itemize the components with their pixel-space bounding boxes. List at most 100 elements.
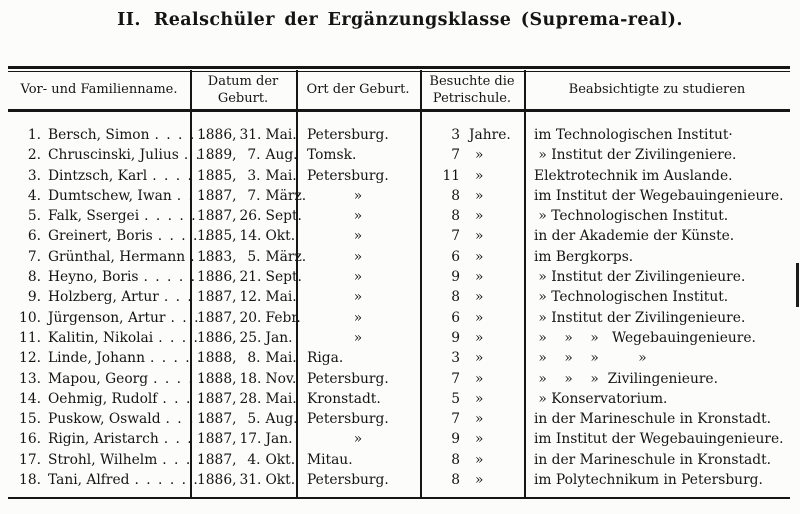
table-row: 14. Oehmig, Rudolf. . . . 1887, 28. Mai. Kr… <box>8 389 790 409</box>
birth-date-cell: 1885, 3. Mai. <box>190 166 297 186</box>
school-years-unit: » <box>475 472 484 489</box>
title-text: Realschüler der Ergänzungsklasse (Suprem… <box>153 10 683 30</box>
table-row: 9. Holzberg, Artur. . . 1887, 12. Mai. » 8»… <box>8 287 790 307</box>
birth-date-cell: 1887, 28. Mai. <box>190 389 297 409</box>
birth-day: 7. <box>247 147 261 164</box>
student-name: Dumtschew, Iwan <box>48 187 172 204</box>
table-row: 2. Chruscinski, Julius. . . 1889, 7. Aug. T… <box>8 145 790 165</box>
leader-dots: . . . . . <box>154 127 208 143</box>
birth-place: Petersburg. <box>307 472 389 489</box>
leader-dots: . . . . . <box>144 208 198 225</box>
school-years: 5 <box>451 390 460 407</box>
study-plan: Elektrotechnik im Auslande. <box>534 167 733 184</box>
study-plan: » Institut der Zivilingeniere. <box>534 147 737 164</box>
name-cell: 16. Rigin, Aristarch. . . . <box>8 429 203 449</box>
table-row: 5. Falk, Ssergei. . . . . 1887, 26. Sept. »… <box>8 206 790 226</box>
leader-dots: . . . . <box>165 411 207 428</box>
birth-date-cell: 1887, 20. Febr. <box>190 308 301 328</box>
study-plan: » » » Wegebauingenieure. <box>534 329 756 346</box>
table-bottom-rule <box>8 497 790 500</box>
leader-dots: . . . <box>163 289 194 306</box>
birth-month: Aug. <box>265 147 298 164</box>
name-cell: 9. Holzberg, Artur. . . <box>8 287 194 307</box>
birth-day: 5. <box>247 411 261 428</box>
leader-dots: . . . . <box>162 390 204 407</box>
school-years-cell: 8» <box>420 186 524 206</box>
student-name: Grünthal, Hermann <box>48 248 186 265</box>
school-years-cell: 3» <box>420 348 524 368</box>
birth-year: 1888, <box>197 350 237 367</box>
column-divider <box>420 70 422 499</box>
birth-day: 21. <box>239 269 262 286</box>
birth-place: » <box>353 208 363 225</box>
column-divider <box>524 70 526 499</box>
table-row: 17. Strohl, Wilhelm. . . . 1887, 4. Okt. Mi… <box>8 450 790 470</box>
birth-date-cell: 1885, 14. Okt. <box>190 226 296 246</box>
name-cell: 14. Oehmig, Rudolf. . . . <box>8 389 202 409</box>
birth-year: 1886, <box>197 127 237 143</box>
birth-date-cell: 1887, 26. Sept. <box>190 206 302 226</box>
col-header-study: Beabsichtigte zu studieren <box>568 82 746 98</box>
school-years: 7 <box>451 411 460 428</box>
row-number: 17. <box>19 451 41 468</box>
name-cell: 12. Linde, Johann. . . . . <box>8 348 201 368</box>
birth-month: Okt. <box>265 451 296 468</box>
school-years-unit: » <box>475 370 484 387</box>
birth-day: 5. <box>247 248 261 265</box>
birth-date-cell: 1886, 31. Okt. <box>190 470 296 490</box>
school-years: 9 <box>451 431 460 448</box>
table-row: 11. Kalitin, Nikolai. . . . 1886, 25. Jan. … <box>8 328 790 348</box>
birth-year: 1885, <box>197 167 237 184</box>
birth-month: Mai. <box>265 167 297 184</box>
school-years-cell: 7» <box>420 409 524 429</box>
birth-year: 1887, <box>197 451 237 468</box>
name-cell: 10. Jürgenson, Artur. . . <box>8 308 198 328</box>
birth-month: Okt. <box>265 472 296 489</box>
row-number: 11. <box>19 329 41 346</box>
birth-year: 1887, <box>197 187 237 204</box>
table-row: 6. Greinert, Boris. . . . . 1885, 14. Okt. … <box>8 226 790 246</box>
birth-place: Petersburg. <box>307 370 389 387</box>
school-years: 7 <box>451 370 460 387</box>
study-plan: im Institut der Wegebauingenieure. <box>534 187 784 204</box>
name-cell: 17. Strohl, Wilhelm. . . . <box>8 450 202 470</box>
name-cell: 7. Grünthal, Hermann. . <box>8 247 206 267</box>
birth-month: Mai. <box>265 289 297 306</box>
school-years: 7 <box>451 147 460 164</box>
birth-month: Okt. <box>265 228 296 245</box>
study-plan: » Institut der Zivilingenieure. <box>534 309 746 326</box>
student-name: Kalitin, Nikolai <box>48 329 154 346</box>
birth-place: Riga. <box>307 350 344 367</box>
birth-date-cell: 1887, 17. Jan. <box>190 429 296 449</box>
birth-year: 1886, <box>197 472 237 489</box>
row-number: 9. <box>27 289 41 306</box>
school-years-unit: » <box>475 329 484 346</box>
study-plan: in der Marineschule in Kronstadt. <box>534 451 772 468</box>
name-cell: 15. Puskow, Oswald. . . . <box>8 409 205 429</box>
birth-day: 31. <box>239 472 262 489</box>
leader-dots: . . . . <box>158 329 200 346</box>
school-years-unit: » <box>475 167 484 184</box>
leader-dots: . . . . . <box>143 269 197 286</box>
school-years: 3 <box>451 350 460 367</box>
name-cell: 4.Dumtschew, Iwan. . . <box>8 186 205 206</box>
birth-place: » <box>353 329 363 346</box>
school-years-cell: 7» <box>420 369 524 389</box>
table-row: 15. Puskow, Oswald. . . . 1887, 5. Aug. Pet… <box>8 409 790 429</box>
header-bottom-rule <box>8 109 790 112</box>
school-years-unit: » <box>475 390 484 407</box>
birth-day: 18. <box>239 370 262 387</box>
table-row: 1. Bersch, Simon. . . . . 1886, 31. Mai. Pe… <box>8 125 790 145</box>
student-name: Dintzsch, Karl <box>48 167 148 184</box>
study-plan: im Technologischen Institut· <box>534 127 733 143</box>
birth-year: 1887, <box>197 431 237 448</box>
birth-month: Mai. <box>265 127 297 143</box>
birth-year: 1887, <box>197 309 237 326</box>
name-cell: 18. Tani, Alfred. . . . . . <box>8 470 198 490</box>
school-years-unit: » <box>475 309 484 326</box>
row-number: 2. <box>27 147 41 164</box>
name-cell: 5. Falk, Ssergei. . . . . <box>8 206 196 226</box>
table-top-rule <box>8 66 790 72</box>
study-plan: » » » Zivilingenieure. <box>534 370 718 387</box>
birth-place: » <box>353 248 363 265</box>
